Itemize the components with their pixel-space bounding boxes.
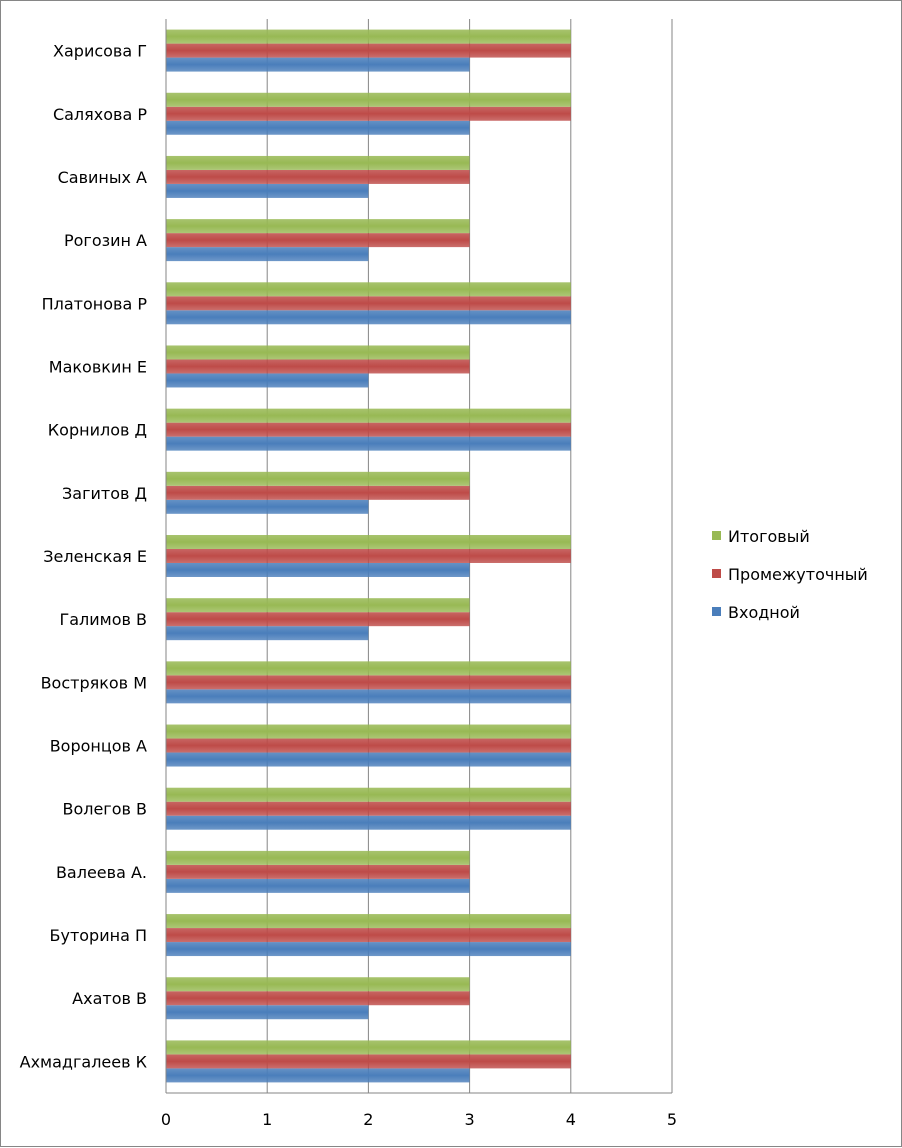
bar-3 xyxy=(166,850,470,865)
bar-1 xyxy=(166,183,369,198)
legend-label: Входной xyxy=(728,603,800,622)
bar-3 xyxy=(166,661,571,676)
category-label: Рогозин А xyxy=(64,231,147,250)
legend-label: Промежуточный xyxy=(728,565,868,584)
bar-2 xyxy=(166,675,571,690)
legend-swatch xyxy=(712,569,721,578)
bar-1 xyxy=(166,626,369,641)
category-label: Саляхова Р xyxy=(53,105,147,124)
x-tick-label: 0 xyxy=(161,1110,171,1129)
bar-1 xyxy=(166,563,470,577)
bar-1 xyxy=(166,373,369,388)
bar-3 xyxy=(166,914,571,929)
bar-2 xyxy=(166,422,571,437)
bar-3 xyxy=(166,724,571,739)
bar-3 xyxy=(166,219,470,234)
x-tick-label: 2 xyxy=(363,1110,373,1129)
bar-1 xyxy=(166,1005,369,1020)
bar-2 xyxy=(166,296,571,311)
bars xyxy=(166,29,571,1083)
bar-3 xyxy=(166,29,571,44)
category-label: Харисова Г xyxy=(53,42,147,61)
x-tick-labels: 0 1 2 3 4 5 xyxy=(161,1110,677,1129)
bar-2 xyxy=(166,43,571,58)
bar-1 xyxy=(166,752,571,767)
category-labels: Ахмадгалеев К Ахатов В Буторина П Валеева А… xyxy=(20,42,148,1072)
bar-2 xyxy=(166,1054,571,1069)
x-tick-label: 5 xyxy=(667,1110,677,1129)
category-label: Корнилов Д xyxy=(48,421,147,440)
x-tick-label: 3 xyxy=(465,1110,475,1129)
bar-1 xyxy=(166,247,369,262)
bar-2 xyxy=(166,991,470,1006)
bar-3 xyxy=(166,92,571,107)
category-label: Воронцов А xyxy=(50,737,147,756)
bar-3 xyxy=(166,282,571,297)
legend: Итоговый Промежуточный Входной xyxy=(712,527,868,622)
bar-1 xyxy=(166,878,470,893)
bar-3 xyxy=(166,977,470,992)
x-tick-label: 4 xyxy=(566,1110,576,1129)
bar-2 xyxy=(166,738,571,753)
bar-3 xyxy=(166,471,470,486)
category-label: Ахмадгалеев К xyxy=(20,1052,148,1071)
bar-3 xyxy=(166,345,470,360)
bar-2 xyxy=(166,359,470,374)
bar-1 xyxy=(166,689,571,704)
bar-1 xyxy=(166,57,470,72)
category-label: Галимов В xyxy=(59,610,147,629)
category-label: Зеленская Е xyxy=(43,547,147,566)
x-tick-label: 1 xyxy=(262,1110,272,1129)
bar-2 xyxy=(166,106,571,121)
bar-1 xyxy=(166,942,571,957)
category-label: Платонова Р xyxy=(42,294,148,313)
bar-1 xyxy=(166,120,470,135)
bar-3 xyxy=(166,598,470,613)
bar-3 xyxy=(166,155,470,170)
category-label: Савиных А xyxy=(58,168,147,187)
bar-2 xyxy=(166,169,470,184)
legend-swatch xyxy=(712,531,721,540)
bar-2 xyxy=(166,801,571,816)
legend-swatch xyxy=(712,607,721,616)
category-label: Востряков М xyxy=(41,673,147,692)
bar-1 xyxy=(166,436,571,451)
category-label: Буторина П xyxy=(50,926,148,945)
category-label: Валеева А. xyxy=(56,863,147,882)
bar-2 xyxy=(166,485,470,500)
category-label: Волегов В xyxy=(62,800,147,819)
category-label: Ахатов В xyxy=(72,989,147,1008)
legend-label: Итоговый xyxy=(728,527,810,546)
bar-1 xyxy=(166,310,571,325)
bar-2 xyxy=(166,233,470,248)
bar-3 xyxy=(166,408,571,423)
bar-2 xyxy=(166,549,571,563)
bar-2 xyxy=(166,864,470,879)
bar-3 xyxy=(166,535,571,549)
category-label: Маковкин Е xyxy=(49,357,147,376)
bar-2 xyxy=(166,928,571,943)
bar-2 xyxy=(166,612,470,627)
category-label: Загитов Д xyxy=(62,484,147,503)
bar-1 xyxy=(166,1068,470,1083)
bar-3 xyxy=(166,1040,571,1055)
bar-1 xyxy=(166,815,571,830)
bar-3 xyxy=(166,787,571,802)
axes xyxy=(165,19,672,1094)
bar-1 xyxy=(166,499,369,514)
